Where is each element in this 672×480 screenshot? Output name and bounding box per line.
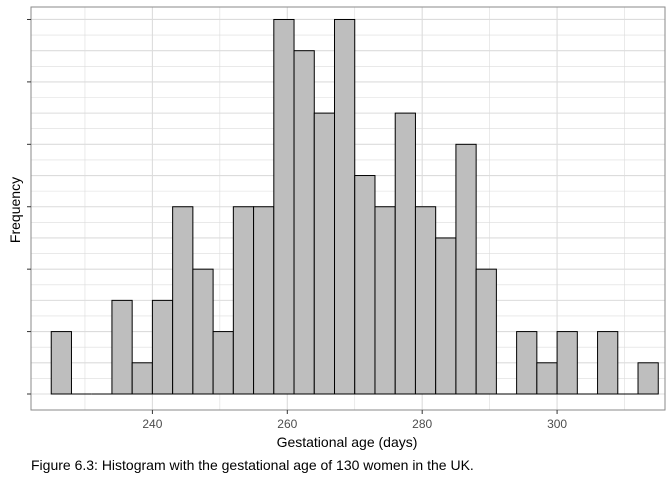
histogram-bar <box>597 331 619 395</box>
histogram-bars <box>50 18 659 395</box>
histogram-bar <box>394 112 416 395</box>
histogram-bar <box>334 18 356 395</box>
histogram-bar <box>151 299 174 395</box>
histogram-bar <box>273 18 295 395</box>
histogram-bar <box>556 331 578 395</box>
histogram-bar <box>354 175 376 395</box>
histogram-bar <box>536 362 558 395</box>
x-tick-label: 280 <box>412 417 432 431</box>
x-tick-label: 240 <box>142 417 162 431</box>
histogram-bar <box>253 206 275 395</box>
histogram-bar <box>172 206 194 395</box>
histogram-bar <box>192 268 214 395</box>
histogram-bar <box>637 362 659 395</box>
x-tick-label: 260 <box>277 417 297 431</box>
histogram-bar <box>232 206 255 395</box>
histogram-bar <box>475 268 497 395</box>
figure-caption: Figure 6.3: Histogram with the gestation… <box>31 457 474 473</box>
y-axis-label: Frequency <box>7 177 23 243</box>
histogram-bar <box>414 206 437 395</box>
histogram-bar <box>131 362 153 395</box>
histogram-bar <box>50 331 72 395</box>
y-axis-ticks <box>27 18 31 395</box>
histogram-bar <box>455 143 477 395</box>
x-axis-label: Gestational age (days) <box>277 434 418 450</box>
x-tick-label: 300 <box>547 417 567 431</box>
histogram-bar <box>212 331 234 395</box>
histogram-bar <box>374 206 396 395</box>
histogram-bar <box>516 331 538 395</box>
panel-border <box>30 6 666 411</box>
histogram-bar <box>313 112 336 395</box>
histogram-bar <box>293 50 315 395</box>
histogram-bar <box>111 299 133 395</box>
histogram-chart: 240 260 280 300 Gestational age (days) Freq… <box>7 6 666 450</box>
histogram-bar <box>435 237 457 395</box>
x-axis-ticks: 240 260 280 300 <box>142 410 567 431</box>
